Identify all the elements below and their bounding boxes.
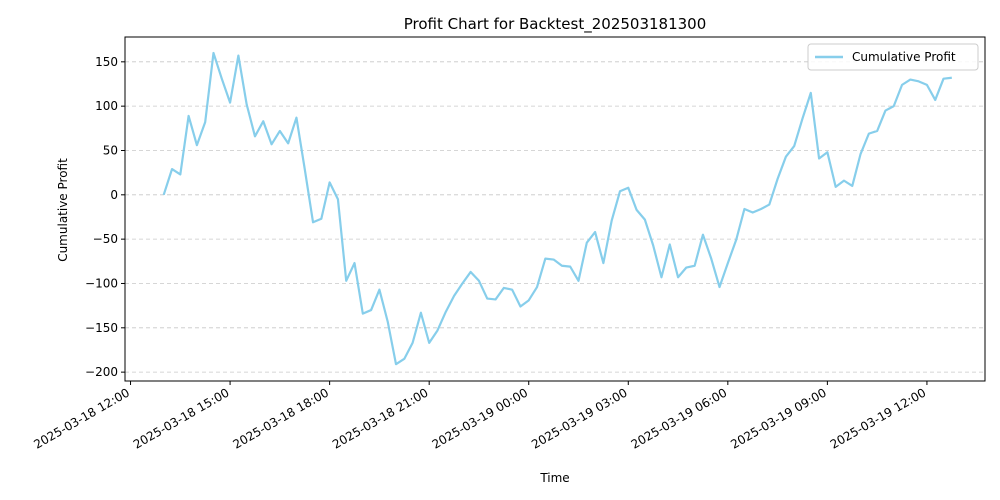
plot-area-frame xyxy=(124,36,986,382)
series-line-cumulative-profit xyxy=(162,51,952,366)
series-layer xyxy=(162,51,952,366)
x-axis-label: Time xyxy=(539,471,569,485)
y-tick-label: 150 xyxy=(95,55,118,69)
y-tick-label: 0 xyxy=(110,188,118,202)
legend-label-cumulative-profit: Cumulative Profit xyxy=(852,50,956,64)
grid-lines xyxy=(125,61,985,373)
y-tick-label: −150 xyxy=(85,321,118,335)
y-tick-label: −50 xyxy=(93,232,118,246)
y-tick-label: −200 xyxy=(85,365,118,379)
y-axis-label: Cumulative Profit xyxy=(56,158,70,262)
y-tick-label: 100 xyxy=(95,99,118,113)
y-tick-label: −100 xyxy=(85,276,118,290)
y-tick-label: 50 xyxy=(103,143,118,157)
legend: Cumulative Profit xyxy=(807,43,979,71)
y-axis: 150 100 50 0 −50 −100 −150 −200 xyxy=(85,55,125,379)
legend-box xyxy=(807,43,979,71)
chart-title: Profit Chart for Backtest_202503181300 xyxy=(404,15,707,34)
